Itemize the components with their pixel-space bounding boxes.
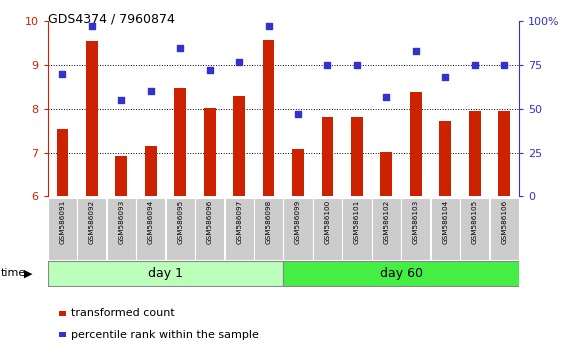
- Text: day 60: day 60: [380, 267, 422, 280]
- Text: GSM586092: GSM586092: [89, 200, 95, 244]
- Point: [470, 62, 479, 68]
- Point: [352, 62, 361, 68]
- Bar: [313, 198, 342, 260]
- Text: GSM586093: GSM586093: [118, 200, 125, 244]
- Bar: [86, 41, 98, 196]
- Point: [146, 88, 155, 94]
- Point: [205, 68, 214, 73]
- Text: GSM586096: GSM586096: [206, 200, 213, 244]
- Bar: [439, 121, 451, 196]
- Text: GSM586091: GSM586091: [59, 200, 66, 244]
- Bar: [107, 198, 136, 260]
- Point: [293, 111, 302, 117]
- Text: time: time: [1, 268, 26, 279]
- Bar: [48, 198, 77, 260]
- Text: GSM586101: GSM586101: [354, 200, 360, 244]
- Bar: [469, 111, 481, 196]
- Text: GSM586104: GSM586104: [442, 200, 448, 244]
- Bar: [165, 198, 195, 260]
- Bar: [195, 198, 224, 260]
- Text: GDS4374 / 7960874: GDS4374 / 7960874: [48, 12, 174, 25]
- Bar: [254, 198, 283, 260]
- Bar: [116, 156, 127, 196]
- Bar: [204, 108, 215, 196]
- Bar: [77, 198, 107, 260]
- Bar: [292, 149, 304, 196]
- Text: GSM586098: GSM586098: [265, 200, 272, 244]
- Text: GSM586100: GSM586100: [324, 200, 330, 244]
- Point: [58, 71, 67, 76]
- Bar: [342, 198, 371, 260]
- Bar: [233, 96, 245, 196]
- Text: transformed count: transformed count: [71, 308, 174, 318]
- Bar: [224, 198, 254, 260]
- Bar: [431, 198, 460, 260]
- Point: [117, 97, 126, 103]
- Point: [176, 45, 185, 50]
- Point: [234, 59, 243, 64]
- Bar: [410, 92, 422, 196]
- Point: [88, 24, 96, 29]
- Text: GSM586103: GSM586103: [413, 200, 419, 244]
- Point: [500, 62, 509, 68]
- Bar: [351, 117, 363, 196]
- Point: [441, 74, 450, 80]
- Bar: [48, 261, 283, 286]
- Bar: [174, 88, 186, 196]
- Bar: [283, 261, 519, 286]
- Point: [411, 48, 420, 54]
- Point: [264, 24, 273, 29]
- Text: day 1: day 1: [148, 267, 183, 280]
- Bar: [283, 198, 312, 260]
- Text: percentile rank within the sample: percentile rank within the sample: [71, 330, 259, 339]
- Bar: [136, 198, 165, 260]
- Bar: [372, 198, 401, 260]
- Point: [323, 62, 332, 68]
- Bar: [321, 117, 333, 196]
- Text: GSM586095: GSM586095: [177, 200, 183, 244]
- Point: [382, 94, 391, 99]
- Bar: [263, 40, 274, 196]
- Text: GSM586106: GSM586106: [501, 200, 507, 244]
- Bar: [401, 198, 430, 260]
- Bar: [498, 111, 510, 196]
- Text: GSM586102: GSM586102: [383, 200, 389, 244]
- Text: ▶: ▶: [24, 268, 32, 279]
- Bar: [145, 146, 157, 196]
- Text: GSM586099: GSM586099: [295, 200, 301, 244]
- Bar: [57, 129, 68, 196]
- Bar: [490, 198, 519, 260]
- Text: GSM586097: GSM586097: [236, 200, 242, 244]
- Text: GSM586094: GSM586094: [148, 200, 154, 244]
- Bar: [380, 152, 392, 196]
- Bar: [460, 198, 489, 260]
- Text: GSM586105: GSM586105: [472, 200, 478, 244]
